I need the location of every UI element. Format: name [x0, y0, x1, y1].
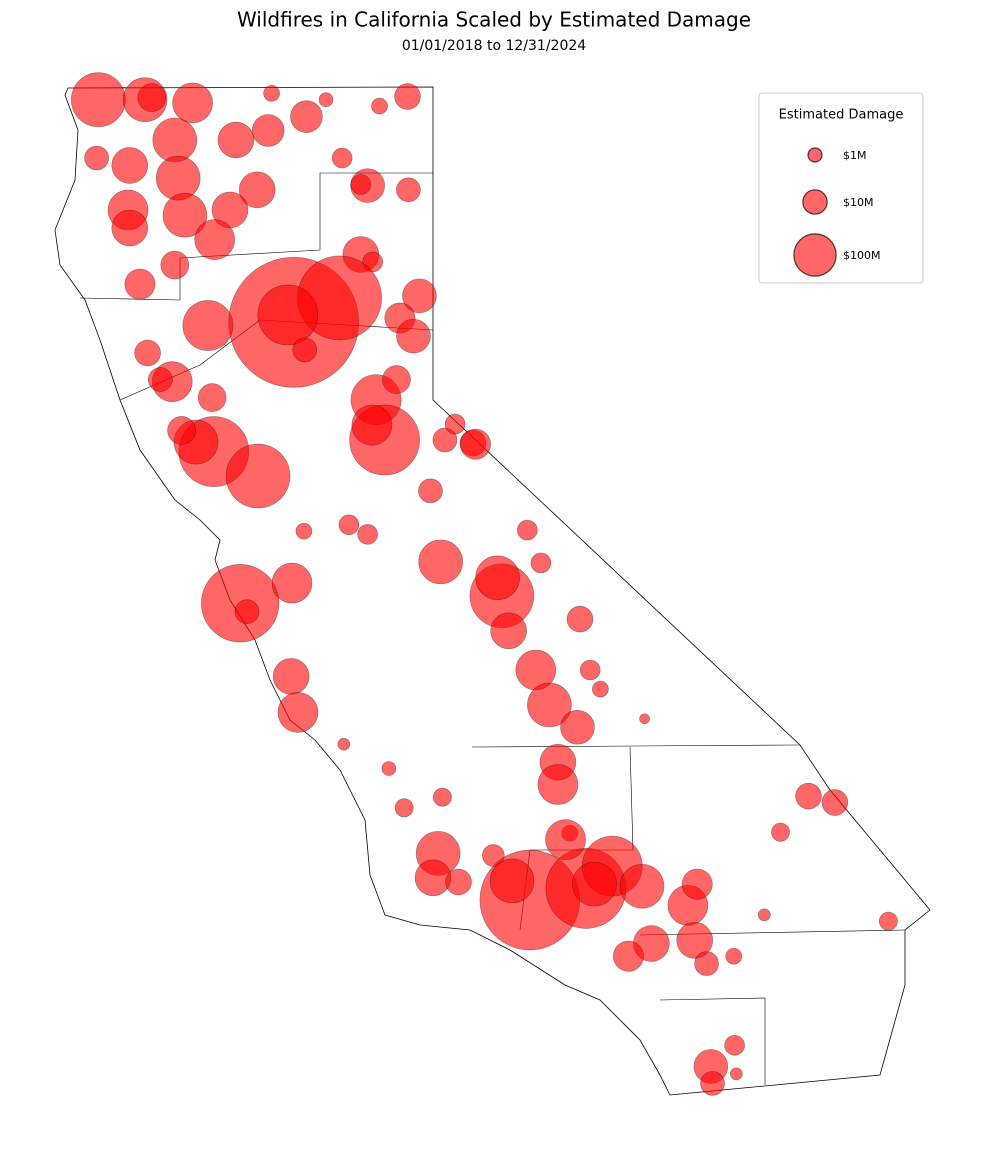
legend-label: $1M: [843, 149, 867, 162]
fire-bubble: [225, 443, 291, 509]
fire-bubble: [357, 524, 378, 545]
fire-bubble: [490, 612, 527, 650]
fire-bubble: [394, 798, 414, 818]
fire-bubble: [238, 171, 276, 209]
fire-bubble: [700, 1071, 725, 1096]
fire-bubble: [681, 868, 713, 900]
fire-bubble: [414, 859, 452, 897]
fire-bubble: [475, 555, 520, 601]
fire-bubble: [295, 522, 313, 540]
fire-bubble: [545, 819, 586, 860]
fire-bubble: [70, 72, 126, 128]
fire-bubble: [460, 428, 491, 460]
fire-bubble: [619, 863, 665, 909]
legend-marker: [807, 147, 823, 163]
fire-bubble: [263, 85, 280, 102]
fire-bubble: [217, 121, 255, 159]
fire-bubble: [160, 250, 190, 280]
fire-bubble: [111, 209, 149, 247]
fire-bubble: [566, 605, 594, 633]
fire-bubble: [394, 83, 421, 110]
fire-bubble: [331, 147, 353, 169]
fire-bubble: [292, 337, 318, 363]
fire-bubble: [724, 1034, 745, 1056]
fire-bubble: [111, 147, 149, 184]
fire-bubble: [758, 908, 771, 922]
fire-bubble: [517, 519, 538, 541]
fire-bubble: [795, 782, 822, 810]
fire-bubble: [84, 145, 109, 171]
fire-bubble: [527, 682, 572, 728]
fire-bubble: [382, 365, 411, 394]
fire-bubble: [162, 192, 208, 238]
title: Wildfires in California Scaled by Estima…: [237, 8, 751, 32]
fire-bubble: [579, 659, 601, 681]
legend-marker: [793, 233, 837, 277]
fire-bubble: [234, 599, 260, 625]
fire-bubble: [194, 219, 236, 260]
fire-bubble: [172, 82, 213, 124]
fire-bubble: [694, 951, 719, 976]
fire-bubble: [878, 911, 898, 931]
fire-bubble: [725, 947, 743, 965]
fire-bubble: [167, 416, 196, 445]
legend-box: [758, 92, 924, 284]
fire-bubble: [338, 514, 360, 536]
fire-bubble: [821, 789, 849, 816]
legend: $1M $10M $100M: [793, 147, 881, 277]
fire-bubble: [137, 83, 167, 112]
fire-bubble: [592, 680, 609, 698]
fire-bubble: [432, 427, 458, 453]
state-outline: [54, 86, 931, 1096]
fire-bubble: [182, 300, 234, 351]
fire-bubble: [444, 413, 466, 435]
legend-marker: [802, 189, 828, 215]
fire-bubble: [418, 478, 443, 504]
fire-bubble: [371, 97, 388, 115]
fire-bubble: [676, 922, 713, 959]
fire-bubble: [560, 709, 595, 745]
fire-bubble: [148, 367, 173, 392]
fire-bubble: [445, 868, 472, 896]
bubbles: [70, 72, 898, 1096]
legend-title: Estimated Damage: [779, 108, 904, 123]
fire-bubble: [396, 318, 431, 354]
fire-bubble: [537, 764, 579, 805]
fire-bubble: [337, 737, 351, 751]
fire-bubble: [271, 562, 313, 604]
fire-bubble: [572, 861, 617, 907]
legend-label: $10M: [843, 196, 874, 209]
fire-bubble: [396, 177, 421, 203]
fire-bubble: [530, 552, 552, 574]
fire-bubble: [729, 1067, 743, 1081]
fire-bubble: [489, 858, 535, 904]
legend-label: $100M: [843, 249, 881, 262]
fire-bubble: [350, 174, 372, 195]
fire-bubble: [257, 284, 319, 346]
fire-bubble: [251, 114, 285, 147]
fire-bubble: [152, 117, 198, 163]
fire-bubble: [124, 268, 156, 300]
fire-bubble: [197, 383, 227, 412]
subtitle: 01/01/2018 to 12/31/2024: [402, 38, 586, 54]
fire-bubble: [272, 658, 310, 695]
fire-bubble: [290, 100, 323, 133]
fire-bubble: [418, 539, 463, 585]
fire-bubble: [351, 404, 393, 446]
fire-bubble: [639, 713, 650, 725]
fire-bubble: [612, 940, 644, 972]
fire-bubble: [771, 822, 790, 842]
fire-bubble: [155, 155, 201, 201]
fire-bubble: [134, 339, 161, 367]
fire-bubble: [432, 787, 452, 807]
fire-bubble: [277, 692, 319, 733]
fire-bubble: [381, 761, 397, 776]
fire-bubble: [402, 278, 437, 314]
fire-bubble: [318, 92, 334, 108]
